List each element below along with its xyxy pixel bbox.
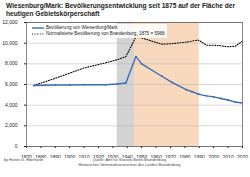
svg-text:2000: 2000 xyxy=(208,154,219,158)
html-text:Bevölkerung von Wiesenburg/Mar: Bevölkerung von Wiesenburg/Mark xyxy=(46,25,118,31)
svg-text:8,000: 8,000 xyxy=(5,61,18,67)
svg-text:2020: 2020 xyxy=(237,154,248,158)
svg-text:1990: 1990 xyxy=(194,154,205,158)
svg-text:12,000: 12,000 xyxy=(2,19,18,25)
html-text:Wiesenburg/Mark: Bevölkerungse: Wiesenburg/Mark: Bevölkerungsentwicklung… xyxy=(6,2,235,17)
svg-text:1890: 1890 xyxy=(50,154,61,158)
svg-text:1900: 1900 xyxy=(64,154,75,158)
html-text:Normalisierte Bevölkerung von: Normalisierte Bevölkerung von Brandenbur… xyxy=(46,31,165,37)
svg-text:1870: 1870 xyxy=(21,154,32,158)
html-text:by Hanes G. Eberhardt: by Hanes G. Eberhardt xyxy=(4,158,43,163)
svg-text:10,000: 10,000 xyxy=(2,40,18,46)
svg-text:2010: 2010 xyxy=(223,154,234,158)
svg-text:1960: 1960 xyxy=(151,154,162,158)
svg-text:2,000: 2,000 xyxy=(5,123,18,129)
html-text:Historisches Gemeindeverzeichn: Historisches Gemeindeverzeichnis des Lan… xyxy=(78,162,181,167)
svg-text:1940: 1940 xyxy=(122,154,133,158)
svg-text:1970: 1970 xyxy=(165,154,176,158)
svg-text:1910: 1910 xyxy=(79,154,90,158)
svg-text:1920: 1920 xyxy=(93,154,104,158)
svg-text:1930: 1930 xyxy=(107,154,118,158)
html-text:Quelle: Amt für Statistik Berl: Quelle: Amt für Statistik Berlin-Branden… xyxy=(92,158,167,163)
svg-text:4,000: 4,000 xyxy=(5,102,18,108)
svg-text:1880: 1880 xyxy=(35,154,46,158)
svg-text:0: 0 xyxy=(15,143,18,149)
svg-text:1950: 1950 xyxy=(136,154,147,158)
svg-text:6,000: 6,000 xyxy=(5,81,18,87)
svg-text:1980: 1980 xyxy=(179,154,190,158)
